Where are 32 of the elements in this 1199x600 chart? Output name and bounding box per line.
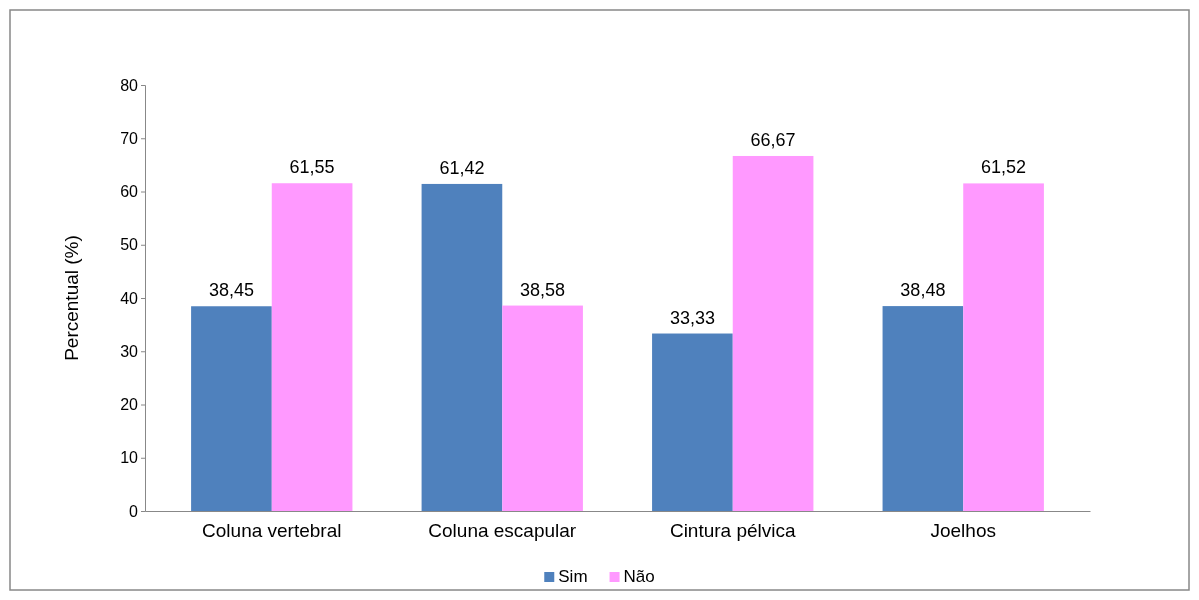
data-label: 66,67 bbox=[750, 129, 796, 150]
data-label: 61,52 bbox=[981, 157, 1027, 178]
bar bbox=[963, 183, 1044, 511]
y-tick-label: 40 bbox=[120, 289, 139, 307]
data-label: 61,42 bbox=[439, 157, 485, 178]
y-axis-title: Percentual (%) bbox=[61, 235, 82, 361]
bar bbox=[732, 155, 814, 511]
y-tick-label: 10 bbox=[120, 449, 139, 467]
y-tick-label: 20 bbox=[120, 396, 139, 414]
y-tick-label: 60 bbox=[120, 183, 139, 201]
data-label: 33,33 bbox=[669, 307, 715, 328]
data-label: 61,55 bbox=[289, 157, 335, 178]
data-label: 38,58 bbox=[520, 279, 566, 300]
bar bbox=[271, 183, 353, 511]
x-tick-label: Joelhos bbox=[930, 519, 996, 541]
y-tick-label: 70 bbox=[120, 129, 139, 147]
x-tick-label: Cintura pélvica bbox=[669, 519, 797, 541]
bar bbox=[191, 306, 272, 511]
x-tick-label: Coluna escapular bbox=[428, 519, 577, 541]
bar bbox=[421, 183, 503, 511]
bar bbox=[502, 305, 583, 511]
y-tick-label: 80 bbox=[120, 76, 139, 94]
x-tick-label: Coluna vertebral bbox=[202, 519, 342, 541]
bar bbox=[652, 333, 733, 511]
y-tick-label: 30 bbox=[120, 342, 139, 360]
data-label: 38,48 bbox=[900, 280, 946, 301]
legend-label: Não bbox=[623, 567, 655, 586]
y-tick-label: 0 bbox=[129, 502, 139, 520]
bar bbox=[882, 306, 964, 511]
legend-label: Sim bbox=[558, 567, 588, 586]
y-tick-label: 50 bbox=[120, 236, 139, 254]
data-label: 38,45 bbox=[208, 280, 254, 301]
